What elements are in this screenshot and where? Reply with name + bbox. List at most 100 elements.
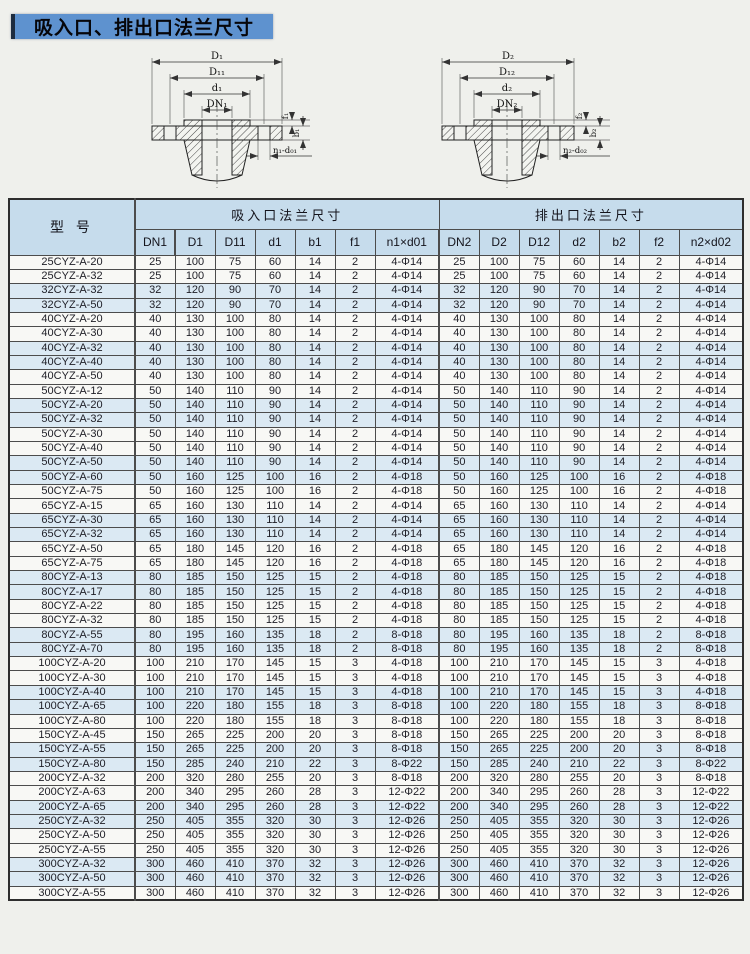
dimension-cell: 3 (334, 885, 376, 901)
dimension-cell: 50 (134, 412, 176, 428)
dimension-cell: 210 (478, 684, 520, 701)
dimension-cell: 180 (214, 713, 256, 729)
dimension-cell: 60 (558, 254, 600, 270)
dimension-cell: 160 (174, 469, 216, 486)
dimension-cell: 100 (438, 670, 480, 686)
dimension-cell: 18 (294, 641, 336, 658)
dimension-cell: 14 (294, 354, 336, 371)
model-cell: 50CYZ-A-50 (8, 455, 136, 471)
dimension-cell: 2 (638, 426, 680, 442)
dimension-cell: 3 (334, 713, 376, 729)
dimension-cell: 4-Φ14 (374, 354, 441, 371)
model-cell: 300CYZ-A-55 (8, 885, 136, 901)
dimension-cell: 110 (254, 512, 296, 529)
dimension-cell: 260 (558, 799, 600, 815)
dimension-cell: 140 (174, 397, 216, 414)
dimension-cell: 100 (478, 268, 520, 285)
table-row: 40CYZ-A-32 40 130 100 80 14 2 4-Φ14 40 130 100 80 14… (8, 340, 744, 356)
dimension-cell: 80 (558, 311, 600, 328)
dimension-cell: 185 (174, 598, 216, 615)
model-cell: 65CYZ-A-75 (8, 555, 136, 572)
dimension-cell: 8-Φ18 (374, 742, 441, 758)
dimension-cell: 150 (438, 756, 480, 772)
dimension-cell: 100 (558, 483, 600, 500)
dimension-cell: 220 (478, 713, 520, 729)
dimension-cell: 4-Φ14 (374, 455, 441, 471)
dimension-cell: 355 (518, 813, 560, 830)
dimension-cell: 170 (518, 656, 560, 672)
dimension-cell: 125 (558, 570, 600, 586)
dimension-cell: 405 (174, 828, 216, 844)
dimension-cell: 14 (294, 254, 336, 270)
dimension-cell: 100 (134, 684, 176, 701)
dimension-cell: 2 (638, 455, 680, 471)
dimension-cell: 2 (334, 369, 376, 385)
dimension-cell: 125 (518, 483, 560, 500)
dimension-cell: 210 (174, 684, 216, 701)
dimension-cell: 4-Φ18 (374, 684, 441, 701)
dimension-cell: 18 (598, 627, 640, 643)
dimension-cell: 40 (438, 326, 480, 342)
dimension-cell: 3 (638, 770, 680, 787)
dimension-cell: 180 (174, 555, 216, 572)
dimension-cell: 460 (478, 885, 520, 901)
dimension-cell: 65 (134, 527, 176, 543)
dimension-cell: 120 (478, 297, 520, 313)
dimension-cell: 40 (438, 311, 480, 328)
dimension-cell: 2 (334, 340, 376, 356)
dimension-cell: 140 (174, 426, 216, 442)
dimension-cell: 155 (558, 713, 600, 729)
table-row: 50CYZ-A-30 50 140 110 90 14 2 4-Φ14 50 140 110 90 14… (8, 426, 744, 442)
dimension-cell: 410 (518, 871, 560, 887)
dimension-cell: 140 (174, 440, 216, 457)
dimension-cell: 100 (134, 713, 176, 729)
dimension-cell: 255 (254, 770, 296, 787)
dimension-cell: 140 (478, 426, 520, 442)
table-row: 50CYZ-A-12 50 140 110 90 14 2 4-Φ14 50 140 110 90 14… (8, 383, 744, 399)
model-cell: 50CYZ-A-60 (8, 469, 136, 486)
dimension-cell: 100 (438, 699, 480, 715)
dimension-cell: 80 (254, 354, 296, 371)
dimension-cell: 4-Φ18 (678, 483, 744, 500)
table-row: 300CYZ-A-50 300 460 410 370 32 3 12-Φ26 300 460 41… (8, 871, 744, 887)
dimension-cell: 410 (214, 871, 256, 887)
model-cell: 32CYZ-A-50 (8, 297, 136, 313)
dimension-cell: 3 (638, 799, 680, 815)
dimension-cell: 180 (518, 713, 560, 729)
dimension-cell: 4-Φ14 (678, 412, 744, 428)
dimension-cell: 4-Φ14 (374, 254, 441, 270)
dimension-cell: 125 (254, 613, 296, 629)
dimension-cell: 4-Φ14 (374, 412, 441, 428)
column-header-DN1: DN1 (134, 228, 176, 256)
dimension-cell: 195 (478, 627, 520, 643)
flange-dimension-table: 型 号 吸入口法兰尺寸 排出口法兰尺寸 DN1 D1 D11 d1 b1 f1 … (8, 198, 745, 902)
dimension-cell: 130 (214, 512, 256, 529)
dimension-cell: 4-Φ14 (678, 297, 744, 313)
dimension-cell: 90 (254, 383, 296, 399)
dimension-cell: 300 (134, 885, 176, 901)
suction-group-header: 吸入口法兰尺寸 (134, 198, 440, 230)
dimension-cell: 135 (558, 627, 600, 643)
dimension-cell: 2 (638, 527, 680, 543)
dimension-cell: 14 (598, 383, 640, 399)
dimension-cell: 2 (638, 412, 680, 428)
dimension-cell: 4-Φ14 (678, 283, 744, 299)
model-cell: 100CYZ-A-30 (8, 670, 136, 686)
column-header-d1: d1 (254, 228, 296, 256)
model-cell: 100CYZ-A-65 (8, 699, 136, 715)
dimension-cell: 2 (638, 311, 680, 328)
dimension-cell: 110 (518, 455, 560, 471)
dimension-cell: 16 (294, 555, 336, 572)
dimension-cell: 40 (134, 369, 176, 385)
dimension-cell: 80 (254, 311, 296, 328)
dimension-cell: 40 (134, 311, 176, 328)
dimension-cell: 2 (334, 598, 376, 615)
dimension-cell: 50 (438, 397, 480, 414)
dimension-cell: 80 (134, 627, 176, 643)
model-cell: 65CYZ-A-30 (8, 512, 136, 529)
dimension-cell: 50 (134, 469, 176, 486)
dimension-cell: 8-Φ18 (374, 727, 441, 744)
dimension-cell: 135 (254, 627, 296, 643)
dimension-cell: 14 (294, 412, 336, 428)
dimension-cell: 2 (334, 555, 376, 572)
